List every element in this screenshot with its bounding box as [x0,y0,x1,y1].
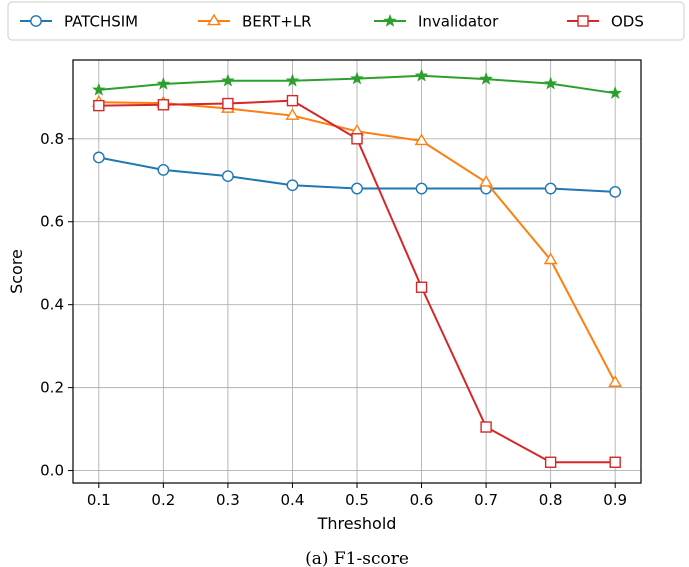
data-point-invalidator [221,73,235,87]
x-tick-label: 0.7 [474,491,498,509]
data-point-ods [157,99,170,111]
y-tick-label: 0.0 [40,462,64,480]
data-point-invalidator [285,73,300,87]
y-tick-label: 0.6 [40,213,64,231]
data-point-patchsim [92,151,105,164]
data-point-invalidator [479,72,493,85]
x-tick-label: 0.9 [603,491,627,509]
data-point-invalidator [608,86,622,99]
legend-entry-ods: ODS [567,13,644,31]
data-point-bert-lr [608,375,623,387]
data-point-ods [480,421,492,433]
x-tick-label: 0.1 [87,491,111,509]
data-point-patchsim [415,182,428,195]
data-point-patchsim [351,182,363,195]
x-tick-label: 0.4 [281,491,305,509]
data-point-bert-lr [285,108,300,120]
data-point-ods [222,97,234,110]
data-point-ods [544,456,557,468]
data-point-invalidator [414,68,429,82]
legend-marker [207,13,221,26]
series-ods [93,94,621,468]
y-tick-label: 0.8 [40,130,64,148]
data-point-patchsim [222,170,234,183]
y-axis-ticks: 0.0 0.2 0.4 0.6 0.8 [40,130,73,480]
x-tick-label: 0.5 [345,491,369,509]
data-point-bert-lr [543,252,558,265]
legend-label: PATCHSIM [64,13,138,31]
legend-box [7,1,685,41]
data-point-invalidator [543,76,558,90]
y-tick-label: 0.2 [40,379,64,397]
figure-caption: (a) F1-score [305,549,409,567]
data-point-patchsim [286,179,299,192]
legend-label: BERT+LR [242,13,312,31]
legend-entry-patchsim: PATCHSIM [20,13,138,31]
series-patchsim [92,151,622,198]
data-point-invalidator [156,76,171,90]
legend-marker [383,13,397,27]
data-point-invalidator [92,82,106,96]
legend-entry-bert-lr: BERT+LR [198,13,312,31]
x-tick-label: 0.6 [410,491,434,509]
data-point-ods [415,281,428,293]
data-point-ods [286,94,299,107]
y-axis-label: Score [7,249,26,294]
x-axis-ticks: 0.1 0.2 0.3 0.4 0.5 0.6 0.7 0.8 0.9 [87,483,627,509]
data-point-patchsim [609,185,622,198]
legend: PATCHSIM BERT+LR Invalidator ODS [7,1,685,41]
data-point-patchsim [544,182,557,195]
data-point-bert-lr [479,174,494,187]
x-tick-label: 0.3 [216,491,240,509]
legend-label: ODS [611,13,644,31]
data-point-bert-lr [414,133,429,146]
data-point-ods [351,133,363,145]
x-tick-label: 0.2 [151,491,175,509]
legend-label: Invalidator [418,13,499,31]
x-axis-label: Threshold [317,514,397,533]
data-point-ods [609,456,621,468]
data-point-invalidator [350,71,364,85]
y-tick-label: 0.4 [40,296,64,314]
series-layer [91,68,623,468]
data-point-ods [93,99,105,112]
x-tick-label: 0.8 [539,491,563,509]
legend-marker [577,15,589,27]
legend-entry-invalidator: Invalidator [374,13,499,31]
legend-marker [30,15,42,27]
data-point-patchsim [157,163,170,176]
series-invalidator [92,68,622,99]
